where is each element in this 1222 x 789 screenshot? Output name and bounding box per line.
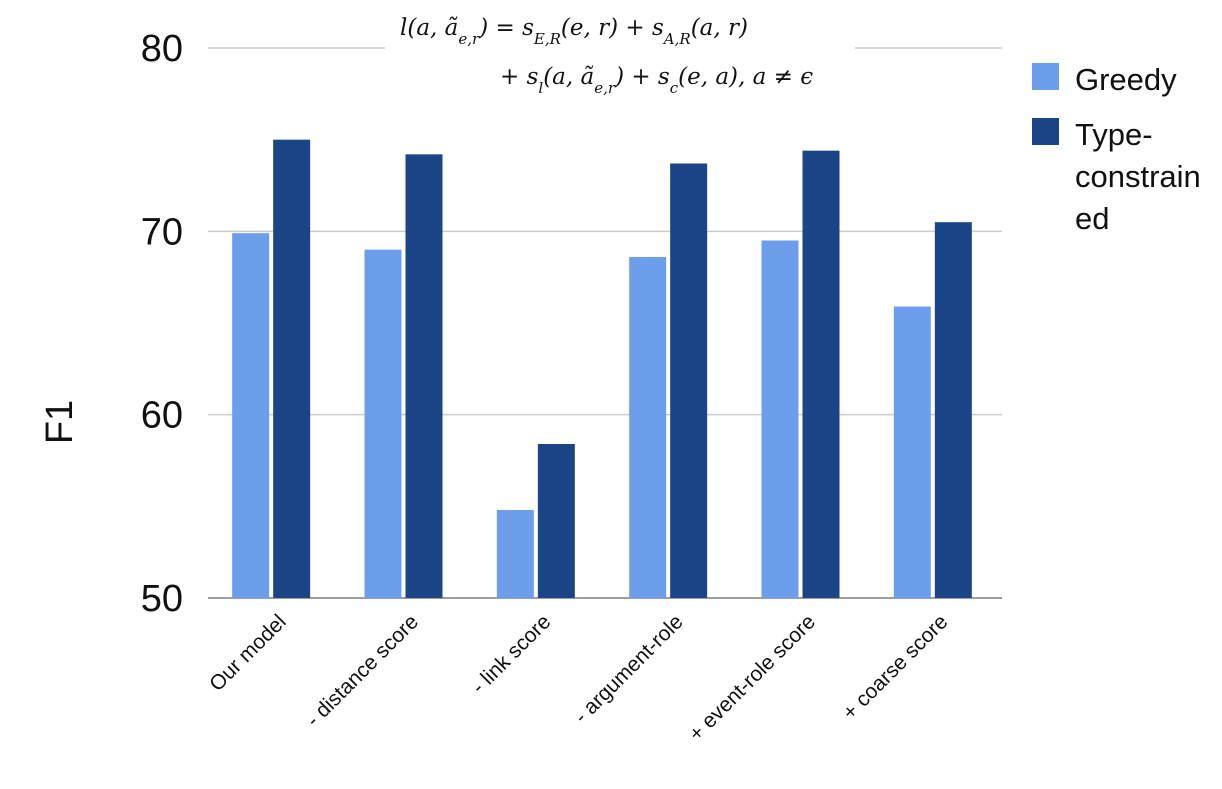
gridlines xyxy=(208,47,1002,599)
bar-type-constrained xyxy=(405,154,443,599)
formula-background xyxy=(385,0,855,108)
legend-swatch xyxy=(1032,63,1059,90)
y-axis-ticks: 50 60 70 80 xyxy=(141,28,183,620)
bar-type-constrained xyxy=(537,444,575,598)
bar-type-constrained xyxy=(670,163,708,598)
bar-greedy xyxy=(629,257,667,598)
x-tick-label: - argument-role xyxy=(570,610,688,728)
x-tick-label: - link score xyxy=(467,610,555,698)
legend-label: Greedy xyxy=(1075,62,1177,97)
bar-type-constrained xyxy=(273,139,311,598)
formula-annotation: l(a, ãe,r) = sE,R(e, r) + sA,R(a, r) + s… xyxy=(400,15,813,97)
bar-type-constrained xyxy=(934,222,972,598)
y-tick-label: 50 xyxy=(141,578,183,620)
y-tick-label: 70 xyxy=(141,211,183,253)
legend-swatch xyxy=(1032,118,1059,145)
bar-type-constrained xyxy=(802,150,840,598)
legend: Greedy Type-constrain ed xyxy=(1032,62,1201,236)
bar-greedy xyxy=(496,510,534,598)
x-tick-label: + coarse score xyxy=(838,610,952,724)
x-tick-label: + event-role score xyxy=(685,610,821,746)
legend-label: Type- xyxy=(1075,117,1153,152)
legend-label: ed xyxy=(1075,201,1109,236)
formula-line-1: l(a, ãe,r) = sE,R(e, r) + sA,R(a, r) xyxy=(400,15,748,48)
x-tick-label: Our model xyxy=(205,610,291,696)
formula-line-2: + sl(a, ãe,r) + sc(e, a), a ≠ ϵ xyxy=(500,64,813,97)
y-tick-label: 60 xyxy=(141,395,183,437)
bar-greedy xyxy=(893,306,931,598)
legend-label: constrain xyxy=(1075,159,1201,194)
x-tick-label: - distance score xyxy=(302,610,423,731)
bar-greedy xyxy=(232,233,270,598)
bar-greedy xyxy=(761,240,799,598)
category-labels: Our model - distance score - link score - a… xyxy=(205,610,952,746)
bars xyxy=(232,139,972,599)
y-axis-label: F1 xyxy=(39,400,81,444)
y-tick-label: 80 xyxy=(141,28,183,70)
bar-greedy xyxy=(364,249,402,598)
